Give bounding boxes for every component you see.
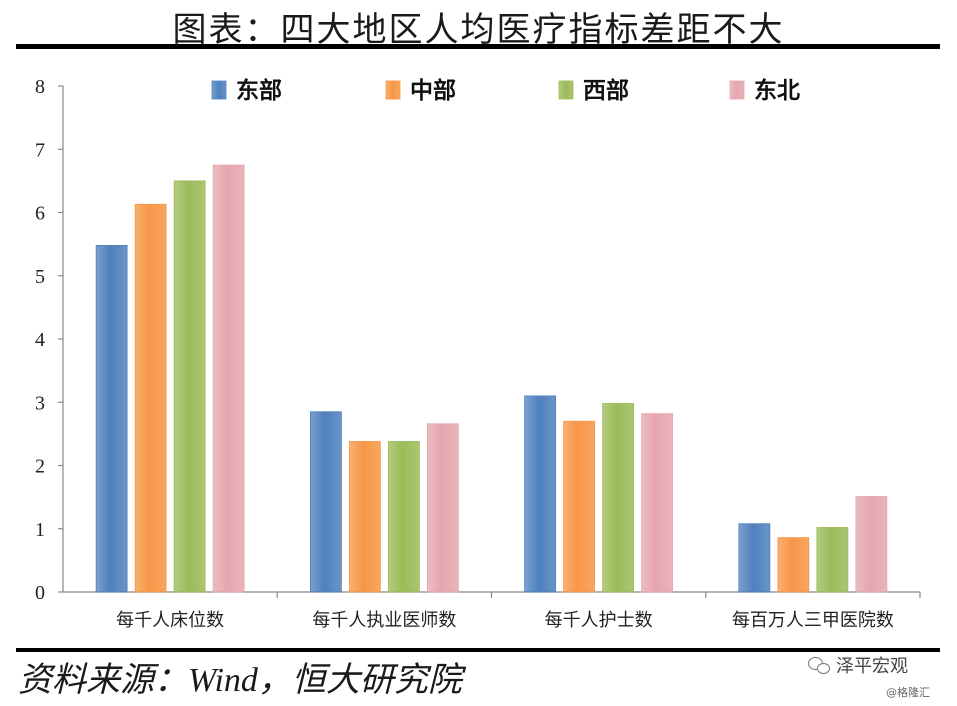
x-category-label: 每百万人三甲医院数: [732, 610, 894, 631]
bar: [212, 164, 245, 593]
bar: [855, 496, 888, 593]
bar: [524, 395, 557, 593]
wechat-icon: [808, 656, 830, 674]
bar: [563, 420, 596, 593]
y-tick-label: 0: [35, 582, 45, 604]
y-tick-label: 3: [35, 392, 45, 414]
bar: [738, 523, 771, 593]
x-category-label: 每千人执业医师数: [312, 610, 456, 631]
chart-title: 图表：四大地区人均医疗指标差距不大: [172, 10, 785, 50]
bar: [309, 411, 342, 593]
watermark: @格隆汇: [886, 686, 930, 699]
bar: [348, 441, 381, 593]
top-rule: [16, 44, 940, 49]
y-tick-label: 5: [35, 266, 45, 288]
bar-chart: 0 1 2 3 4 5 6 7 8 每千人床位数 每千人执业医师数 每千人护士数 每百万人三甲医院数 东…: [35, 76, 921, 631]
bar: [777, 537, 810, 593]
bar: [602, 403, 635, 593]
bar: [95, 244, 128, 593]
legend-label: 东部: [236, 77, 282, 104]
legend-label: 中部: [410, 77, 456, 104]
bar: [173, 180, 206, 593]
x-category-label: 每千人床位数: [116, 610, 224, 631]
legend-label: 东北: [754, 77, 800, 104]
y-tick-label: 2: [35, 456, 45, 478]
bar: [134, 203, 167, 593]
x-category-label: 每千人护士数: [545, 610, 653, 631]
brand-logo: 泽平宏观: [808, 652, 908, 678]
legend-label: 西部: [583, 77, 629, 104]
legend-swatch: [729, 80, 745, 100]
brand-name: 泽平宏观: [836, 656, 908, 677]
legend-swatch: [558, 80, 574, 100]
bottom-rule: [16, 648, 940, 652]
legend-swatch: [211, 80, 227, 100]
bar: [641, 413, 674, 593]
y-tick-label: 4: [35, 329, 45, 351]
bar: [426, 423, 459, 593]
bar: [387, 441, 420, 593]
y-tick-label: 8: [35, 76, 45, 98]
source-note: 资料来源：Wind，恒大研究院: [18, 662, 462, 699]
y-tick-label: 7: [35, 139, 45, 161]
legend-swatch: [385, 80, 401, 100]
y-tick-label: 1: [35, 519, 45, 541]
bar: [816, 527, 849, 593]
y-tick-label: 6: [35, 203, 45, 225]
